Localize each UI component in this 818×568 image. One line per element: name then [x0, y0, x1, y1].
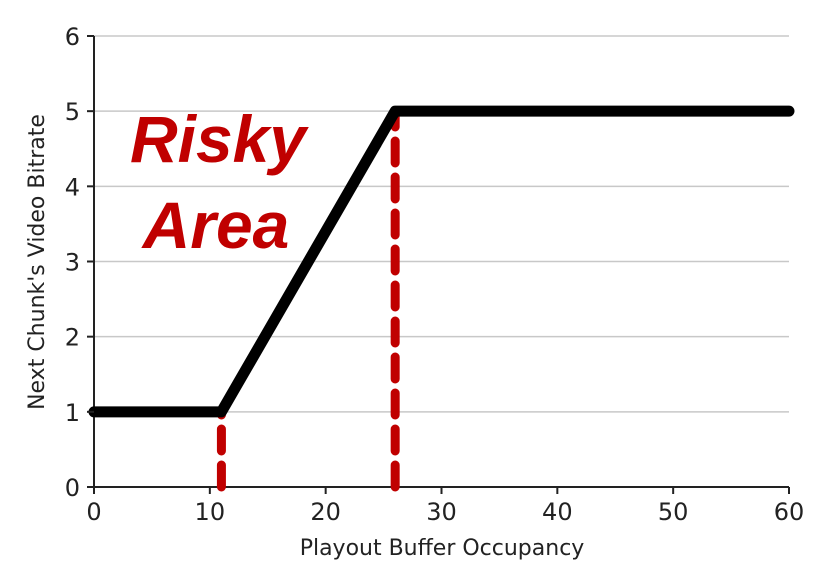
series-line-0: [88, 105, 795, 418]
reference-lines: [216, 106, 400, 492]
y-tick-label-3: 3: [65, 249, 80, 277]
series: [88, 105, 795, 418]
y-tick-label-0: 0: [65, 474, 80, 502]
annotation-line-1: Risky: [130, 102, 309, 176]
y-tick-label-4: 4: [65, 173, 80, 201]
y-tick-label-5: 5: [65, 98, 80, 126]
y-tick-label-1: 1: [65, 399, 80, 427]
y-tick-label-6: 6: [65, 23, 80, 51]
x-tick-label-40: 40: [542, 498, 573, 526]
x-tick-label-10: 10: [195, 498, 226, 526]
x-tick-label-30: 30: [426, 498, 457, 526]
annotation-line-2: Area: [141, 188, 290, 262]
x-axis-label: Playout Buffer Occupancy: [300, 536, 585, 561]
y-tick-label-2: 2: [65, 324, 80, 352]
x-tick-label-0: 0: [86, 498, 101, 526]
y-axis-label: Next Chunk's Video Bitrate: [25, 114, 50, 410]
x-tick-label-60: 60: [774, 498, 805, 526]
x-tick-label-50: 50: [658, 498, 689, 526]
x-tick-label-20: 20: [310, 498, 341, 526]
